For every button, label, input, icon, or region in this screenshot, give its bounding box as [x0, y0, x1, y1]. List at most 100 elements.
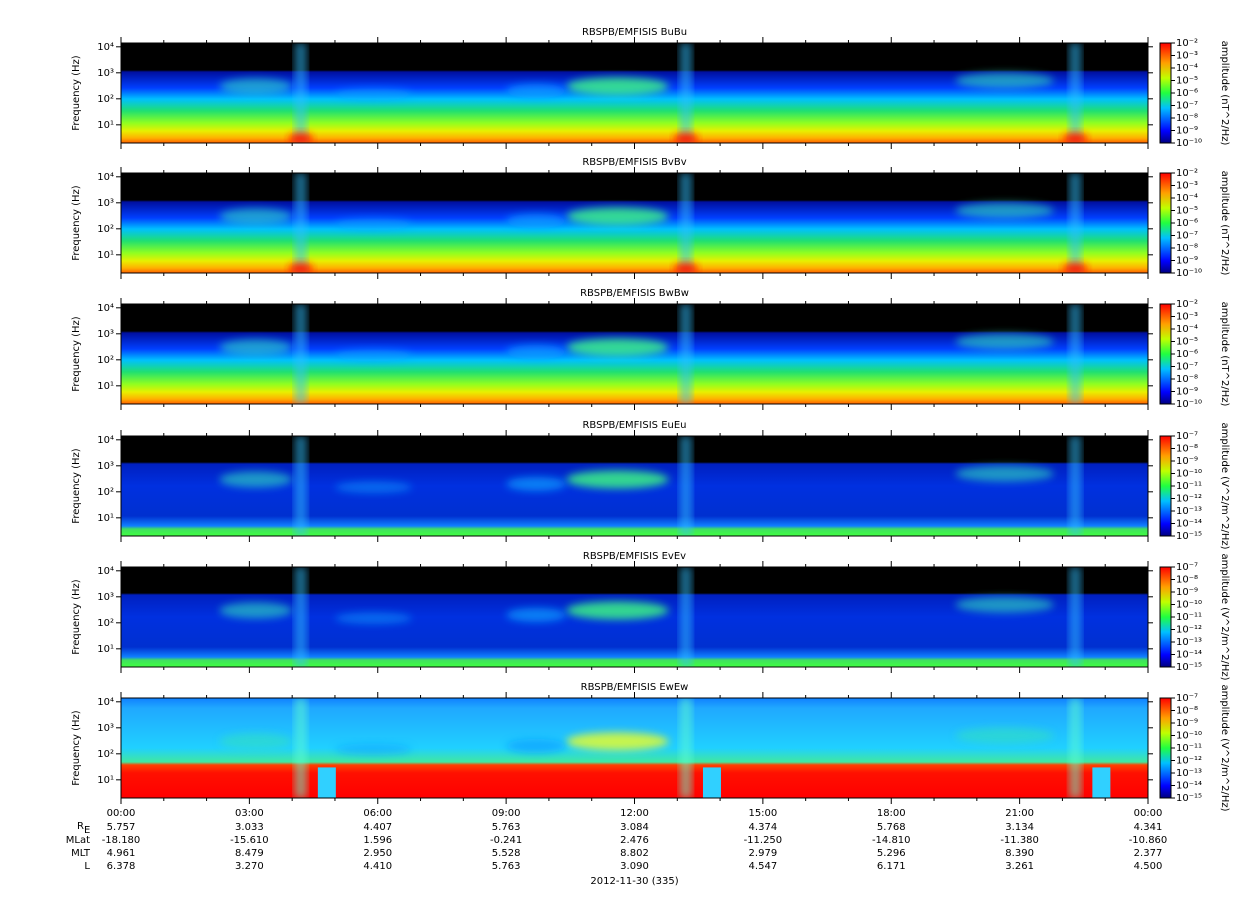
colorbar-tick-label: 10⁻¹³ — [1176, 637, 1202, 648]
y-tick-label: 10³ — [97, 461, 114, 472]
ephemeris-value: 2.377 — [1134, 848, 1163, 859]
colorbar-tick-label: 10⁻⁴ — [1176, 63, 1198, 74]
colorbar-tick-label: 10⁻¹⁰ — [1176, 138, 1202, 149]
ephemeris-value: 3.134 — [1005, 822, 1034, 833]
y-tick-label: 10⁴ — [97, 566, 114, 577]
colorbar-tick-label: 10⁻⁷ — [1176, 693, 1198, 704]
y-tick-label: 10³ — [97, 592, 114, 603]
colorbar-tick-label: 10⁻⁸ — [1176, 243, 1198, 254]
ephemeris-value: 5.763 — [492, 861, 521, 872]
ephemeris-value: 4.410 — [363, 861, 392, 872]
colorbar-tick-label: 10⁻⁶ — [1176, 218, 1198, 229]
ephemeris-value: 2.979 — [749, 848, 778, 859]
y-axis-label: Frequency (Hz) — [71, 448, 82, 524]
y-tick-label: 10¹ — [97, 120, 114, 131]
y-tick-label: 10⁴ — [97, 42, 114, 53]
colorbar-tick-label: 10⁻⁸ — [1176, 575, 1198, 586]
colorbar-tick-label: 10⁻¹⁰ — [1176, 600, 1202, 611]
ephemeris-value: 4.341 — [1134, 822, 1163, 833]
colorbar — [1159, 172, 1172, 274]
ephemeris-value: 4.500 — [1134, 861, 1163, 872]
spectrogram — [121, 173, 1148, 273]
colorbar-tick-label: 10⁻¹⁵ — [1176, 531, 1202, 542]
y-axis-label: Frequency (Hz) — [71, 185, 82, 261]
y-tick-label: 10⁴ — [97, 172, 114, 183]
colorbar-tick-label: 10⁻⁹ — [1176, 387, 1198, 398]
colorbar-tick-label: 10⁻³ — [1176, 51, 1198, 62]
x-tick-label: 18:00 — [877, 808, 906, 819]
colorbar-label: amplitude (nT^2/Hz) — [1219, 302, 1230, 407]
x-tick-label: 00:00 — [107, 808, 136, 819]
ephemeris-value: 4.374 — [749, 822, 778, 833]
colorbar — [1159, 435, 1172, 537]
y-axis-label: Frequency (Hz) — [71, 55, 82, 131]
y-tick-label: 10² — [97, 94, 114, 105]
y-tick-label: 10² — [97, 224, 114, 235]
ephemeris-value: -10.860 — [1129, 835, 1168, 846]
ephemeris-value: 8.802 — [620, 848, 649, 859]
colorbar-tick-label: 10⁻⁵ — [1176, 206, 1198, 217]
ephemeris-value: -11.250 — [744, 835, 783, 846]
y-tick-label: 10² — [97, 487, 114, 498]
colorbar-tick-label: 10⁻¹¹ — [1176, 612, 1202, 623]
colorbar-tick-label: 10⁻¹⁴ — [1176, 781, 1202, 792]
panel-title: RBSPB/EMFISIS EwEw — [581, 682, 689, 693]
colorbar-tick-label: 10⁻¹⁰ — [1176, 469, 1202, 480]
panel-title: RBSPB/EMFISIS EuEu — [582, 420, 686, 431]
panel-title: RBSPB/EMFISIS BuBu — [582, 27, 687, 38]
ephemeris-value: 8.479 — [235, 848, 264, 859]
y-tick-label: 10² — [97, 355, 114, 366]
colorbar-tick-label: 10⁻⁶ — [1176, 88, 1198, 99]
ephemeris-value: 4.547 — [749, 861, 778, 872]
ephemeris-value: 4.961 — [107, 848, 136, 859]
colorbar-tick-label: 10⁻⁶ — [1176, 349, 1198, 360]
ephemeris-value: 2.950 — [363, 848, 392, 859]
y-tick-label: 10³ — [97, 68, 114, 79]
colorbar — [1159, 42, 1172, 144]
colorbar-tick-label: 10⁻⁸ — [1176, 113, 1198, 124]
ephemeris-value: 8.390 — [1005, 848, 1034, 859]
colorbar-tick-label: 10⁻¹¹ — [1176, 743, 1202, 754]
colorbar-label: amplitude (V^2/m^2/Hz) — [1219, 553, 1230, 680]
ephemeris-value: 3.084 — [620, 822, 649, 833]
ephemeris-value: 5.763 — [492, 822, 521, 833]
ephemeris-value: 3.270 — [235, 861, 264, 872]
colorbar-tick-label: 10⁻⁴ — [1176, 324, 1198, 335]
colorbar-tick-label: 10⁻¹⁰ — [1176, 731, 1202, 742]
colorbar — [1159, 697, 1172, 799]
spectrogram — [121, 567, 1148, 667]
colorbar-tick-label: 10⁻¹⁴ — [1176, 519, 1202, 530]
x-tick-label: 12:00 — [620, 808, 649, 819]
ephemeris-value: 6.171 — [877, 861, 906, 872]
spectrogram — [121, 304, 1148, 404]
panel-title: RBSPB/EMFISIS BvBv — [582, 157, 686, 168]
ephemeris-value: -15.610 — [230, 835, 269, 846]
x-tick-label: 00:00 — [1134, 808, 1163, 819]
colorbar-tick-label: 10⁻² — [1176, 38, 1198, 49]
ephemeris-value: 6.378 — [107, 861, 136, 872]
colorbar-tick-label: 10⁻⁷ — [1176, 362, 1198, 373]
spectrogram — [121, 43, 1148, 143]
ephemeris-value: 3.090 — [620, 861, 649, 872]
colorbar-tick-label: 10⁻¹¹ — [1176, 481, 1202, 492]
y-tick-label: 10⁴ — [97, 697, 114, 708]
ephemeris-value: 3.033 — [235, 822, 264, 833]
y-tick-label: 10³ — [97, 723, 114, 734]
colorbar-tick-label: 10⁻¹² — [1176, 494, 1202, 505]
colorbar-tick-label: 10⁻⁹ — [1176, 587, 1198, 598]
y-tick-label: 10² — [97, 618, 114, 629]
ephemeris-label: R — [77, 821, 84, 832]
y-axis-label: Frequency (Hz) — [71, 316, 82, 392]
colorbar-tick-label: 10⁻⁵ — [1176, 76, 1198, 87]
colorbar-tick-label: 10⁻⁹ — [1176, 456, 1198, 467]
colorbar-tick-label: 10⁻¹⁰ — [1176, 399, 1202, 410]
ephemeris-value: 4.407 — [363, 822, 392, 833]
ephemeris-value: 3.261 — [1005, 861, 1034, 872]
colorbar-tick-label: 10⁻¹² — [1176, 756, 1202, 767]
y-tick-label: 10¹ — [97, 513, 114, 524]
y-tick-label: 10¹ — [97, 775, 114, 786]
colorbar-tick-label: 10⁻⁸ — [1176, 444, 1198, 455]
colorbar-tick-label: 10⁻¹⁵ — [1176, 662, 1202, 673]
x-tick-label: 21:00 — [1005, 808, 1034, 819]
